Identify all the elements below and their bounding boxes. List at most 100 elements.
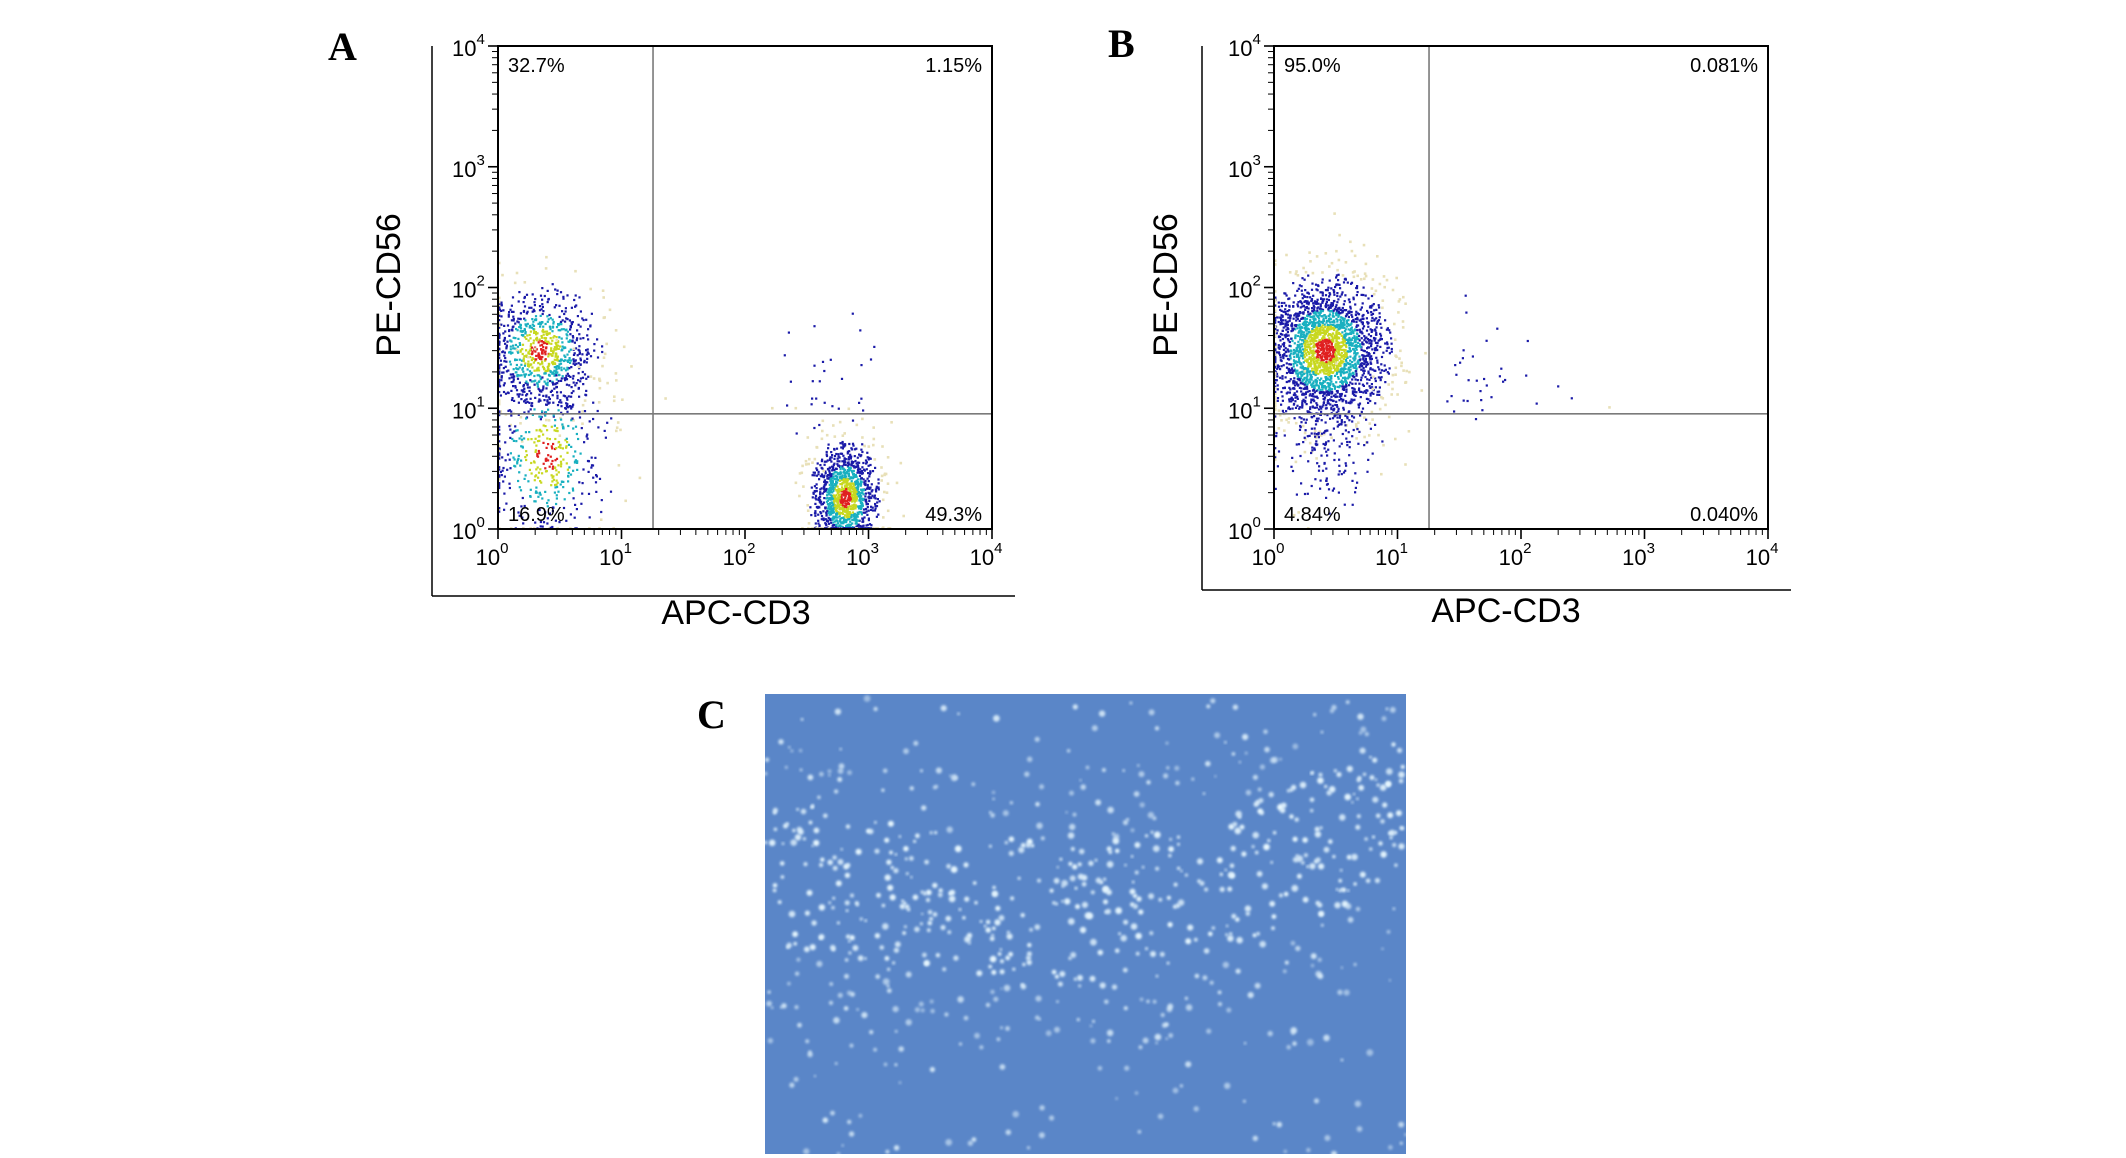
event-dot xyxy=(1293,387,1296,390)
event-dot xyxy=(1332,326,1335,329)
event-dot xyxy=(523,477,526,480)
event-dot xyxy=(838,493,842,497)
event-dot xyxy=(1314,395,1317,398)
event-dot xyxy=(877,478,880,481)
event-dot xyxy=(1284,347,1287,350)
event-dot xyxy=(539,363,542,366)
event-dot xyxy=(831,497,834,500)
event-dot xyxy=(520,389,523,392)
event-dot xyxy=(1336,395,1339,398)
event-dot xyxy=(1289,388,1292,391)
event-dot xyxy=(1352,399,1355,402)
event-dot xyxy=(1361,327,1365,330)
event-dot xyxy=(1333,212,1336,215)
event-dot xyxy=(562,328,565,331)
event-dot xyxy=(544,358,547,361)
event-dot xyxy=(541,298,544,301)
event-dot xyxy=(1343,326,1346,329)
event-dot xyxy=(1325,328,1328,331)
event-dot xyxy=(1321,351,1325,354)
event-dot xyxy=(1350,401,1353,404)
event-dot xyxy=(516,377,520,380)
event-dot xyxy=(1343,319,1346,322)
event-dot xyxy=(586,348,589,351)
event-dot xyxy=(551,371,554,374)
event-dot xyxy=(1296,312,1299,316)
event-dot xyxy=(1343,300,1346,303)
event-dot xyxy=(1311,385,1314,388)
event-dot xyxy=(1315,301,1319,304)
event-dot xyxy=(1319,311,1322,314)
event-dot xyxy=(1342,355,1345,358)
event-dot xyxy=(553,429,556,432)
event-dot xyxy=(532,329,535,332)
event-dot xyxy=(1325,394,1328,397)
event-dot xyxy=(517,511,520,514)
event-dot xyxy=(863,469,866,472)
event-dot xyxy=(1343,388,1346,391)
event-dot xyxy=(1310,333,1313,336)
event-dot xyxy=(1401,320,1405,323)
event-dot xyxy=(1374,402,1377,405)
event-dot xyxy=(563,312,566,316)
event-dot xyxy=(577,437,580,441)
event-dot xyxy=(1301,339,1304,342)
event-dot xyxy=(533,408,536,411)
event-dot xyxy=(846,464,849,467)
event-dot xyxy=(821,502,824,506)
event-dot xyxy=(1398,357,1401,360)
event-dot xyxy=(874,497,877,500)
event-dot xyxy=(1297,340,1300,343)
event-dot xyxy=(1362,293,1365,297)
event-dot xyxy=(524,401,527,404)
event-dot xyxy=(1314,321,1317,324)
event-dot xyxy=(541,389,544,392)
event-dot xyxy=(1286,338,1290,341)
event-dot xyxy=(502,332,505,335)
event-dot xyxy=(529,345,532,348)
event-dot xyxy=(1359,308,1362,311)
event-dot xyxy=(1358,359,1361,362)
event-dot xyxy=(1325,317,1328,320)
event-dot xyxy=(834,497,837,500)
event-dot xyxy=(1352,366,1355,369)
event-dot xyxy=(1298,284,1301,287)
event-dot xyxy=(1273,375,1277,378)
event-dot xyxy=(603,352,607,356)
event-dot xyxy=(511,310,514,313)
event-dot xyxy=(867,496,870,499)
event-dot xyxy=(1352,275,1356,279)
event-dot xyxy=(1280,403,1283,406)
event-dot xyxy=(1301,367,1304,370)
event-dot xyxy=(835,482,838,485)
event-dot xyxy=(539,480,542,483)
event-dot xyxy=(545,394,548,397)
event-dot xyxy=(1349,338,1352,341)
event-dot xyxy=(1287,367,1290,370)
event-dot xyxy=(542,342,545,345)
event-dot xyxy=(546,400,549,403)
event-dot xyxy=(516,462,519,465)
event-dot xyxy=(836,499,839,502)
event-dot xyxy=(514,386,517,389)
event-dot xyxy=(869,471,872,474)
event-dot xyxy=(1312,308,1316,311)
event-dot xyxy=(833,524,836,527)
event-dot xyxy=(829,488,832,491)
event-dot xyxy=(1327,298,1330,302)
event-dot xyxy=(1343,324,1346,327)
event-dot xyxy=(535,468,538,471)
event-dot xyxy=(839,471,842,474)
event-dot xyxy=(505,370,508,373)
event-dot xyxy=(519,327,523,330)
event-dot xyxy=(536,440,540,443)
event-dot xyxy=(580,502,583,505)
event-dot xyxy=(852,499,855,502)
event-dot xyxy=(1340,368,1343,371)
event-dot xyxy=(1296,327,1299,330)
event-dot xyxy=(1291,387,1294,390)
event-dot xyxy=(1330,347,1333,350)
event-dot xyxy=(533,331,536,334)
event-dot xyxy=(523,305,527,308)
event-dot xyxy=(512,347,515,350)
